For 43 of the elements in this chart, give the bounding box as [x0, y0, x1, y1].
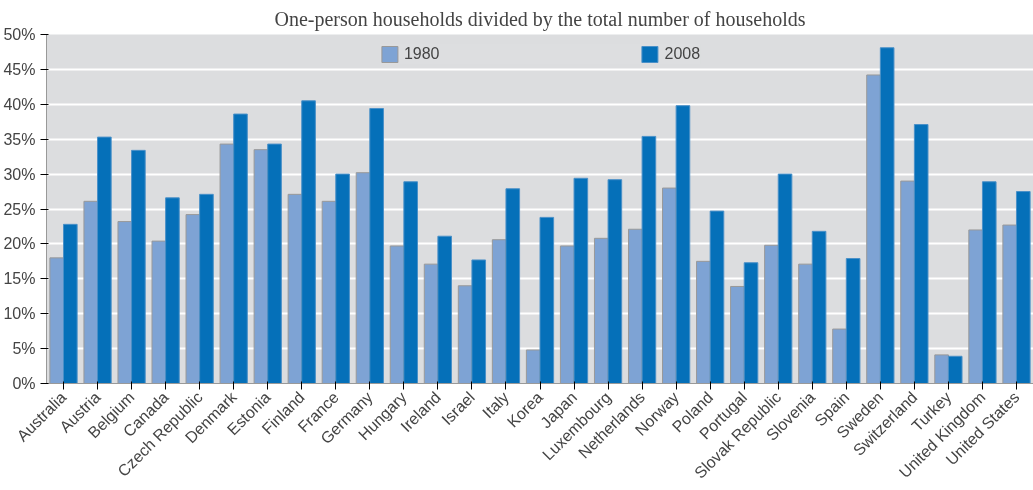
bar	[777, 173, 793, 384]
chart-title: One-person households divided by the total number of households	[274, 7, 806, 31]
legend-label: 1980	[403, 45, 440, 63]
bar	[505, 188, 521, 384]
bar	[403, 181, 418, 384]
y-tick-label: 0%	[12, 375, 36, 392]
y-tick-label: 25%	[3, 200, 36, 218]
bar	[879, 47, 895, 384]
bar	[641, 135, 657, 384]
bar	[199, 193, 214, 384]
y-tick-label: 15%	[3, 270, 36, 288]
bar	[437, 235, 453, 384]
bar	[709, 210, 725, 384]
bar	[675, 105, 691, 384]
bar	[913, 124, 929, 384]
bar	[811, 230, 827, 384]
bar	[97, 136, 112, 384]
bar	[845, 258, 861, 384]
bar	[335, 173, 350, 384]
bar	[471, 259, 487, 384]
bar	[607, 179, 623, 384]
bar	[947, 355, 963, 384]
legend-label: 2008	[664, 45, 701, 63]
y-tick-label: 40%	[3, 95, 36, 113]
bar	[165, 197, 180, 384]
y-tick-label: 35%	[3, 130, 36, 148]
y-tick-label: 30%	[3, 165, 36, 183]
y-tick-label: 50%	[3, 26, 36, 43]
y-tick-label: 20%	[3, 235, 36, 253]
y-tick-label: 45%	[3, 60, 36, 78]
bar	[539, 216, 555, 384]
bar	[743, 262, 759, 384]
bar	[981, 181, 997, 384]
bar	[573, 177, 589, 384]
bar	[233, 113, 248, 384]
bar	[267, 143, 282, 384]
y-tick-label: 10%	[3, 305, 36, 323]
bar	[131, 149, 146, 384]
bar	[301, 100, 316, 384]
y-tick-label: 5%	[12, 340, 36, 358]
bar	[1015, 191, 1031, 384]
bar	[369, 107, 384, 384]
bar	[63, 223, 78, 384]
